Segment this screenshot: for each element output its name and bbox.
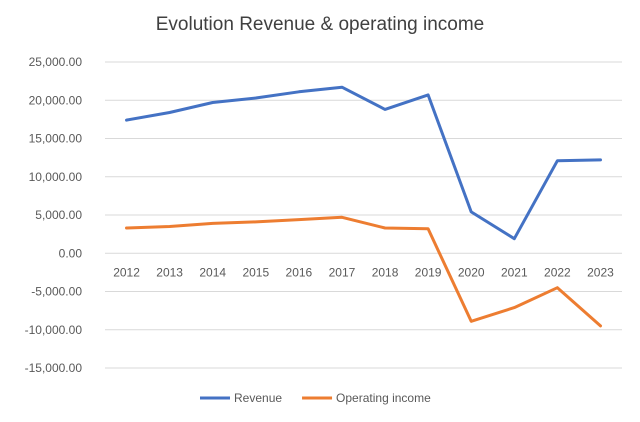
x-tick-label: 2023 bbox=[587, 265, 614, 279]
series-line-revenue bbox=[125, 85, 602, 241]
x-tick-label: 2020 bbox=[458, 265, 485, 279]
x-tick-label: 2019 bbox=[415, 265, 442, 279]
y-tick-label: -10,000.00 bbox=[25, 323, 83, 337]
gridlines bbox=[105, 61, 622, 369]
series-line-operating-income bbox=[125, 215, 602, 328]
x-tick-label: 2018 bbox=[372, 265, 399, 279]
series-lines bbox=[125, 85, 602, 328]
x-tick-label: 2014 bbox=[199, 265, 226, 279]
x-axis-tick-labels: 2012 2013 2014 2015 2016 2017 2018 2019 2020 2021… bbox=[113, 265, 614, 279]
y-tick-label: 5,000.00 bbox=[35, 208, 82, 222]
y-tick-label: 10,000.00 bbox=[29, 170, 83, 184]
y-tick-label: 20,000.00 bbox=[29, 93, 83, 107]
legend-label-revenue: Revenue bbox=[234, 391, 282, 405]
x-tick-label: 2017 bbox=[329, 265, 356, 279]
y-tick-label: -15,000.00 bbox=[25, 361, 83, 375]
chart-title: Evolution Revenue & operating income bbox=[155, 14, 485, 35]
legend: Revenue Operating income bbox=[200, 391, 431, 405]
x-tick-label: 2022 bbox=[544, 265, 571, 279]
x-tick-label: 2021 bbox=[501, 265, 528, 279]
y-tick-label: 25,000.00 bbox=[29, 55, 83, 69]
y-tick-label: 0.00 bbox=[59, 246, 83, 260]
y-axis-tick-labels: 25,000.00 20,000.00 15,000.00 10,000.00 5,00… bbox=[25, 55, 83, 375]
x-tick-label: 2015 bbox=[242, 265, 269, 279]
y-tick-label: 15,000.00 bbox=[29, 132, 83, 146]
legend-label-operating-income: Operating income bbox=[336, 391, 431, 405]
x-tick-label: 2013 bbox=[156, 265, 183, 279]
y-tick-label: -5,000.00 bbox=[31, 285, 82, 299]
x-tick-label: 2016 bbox=[286, 265, 313, 279]
x-tick-label: 2012 bbox=[113, 265, 140, 279]
